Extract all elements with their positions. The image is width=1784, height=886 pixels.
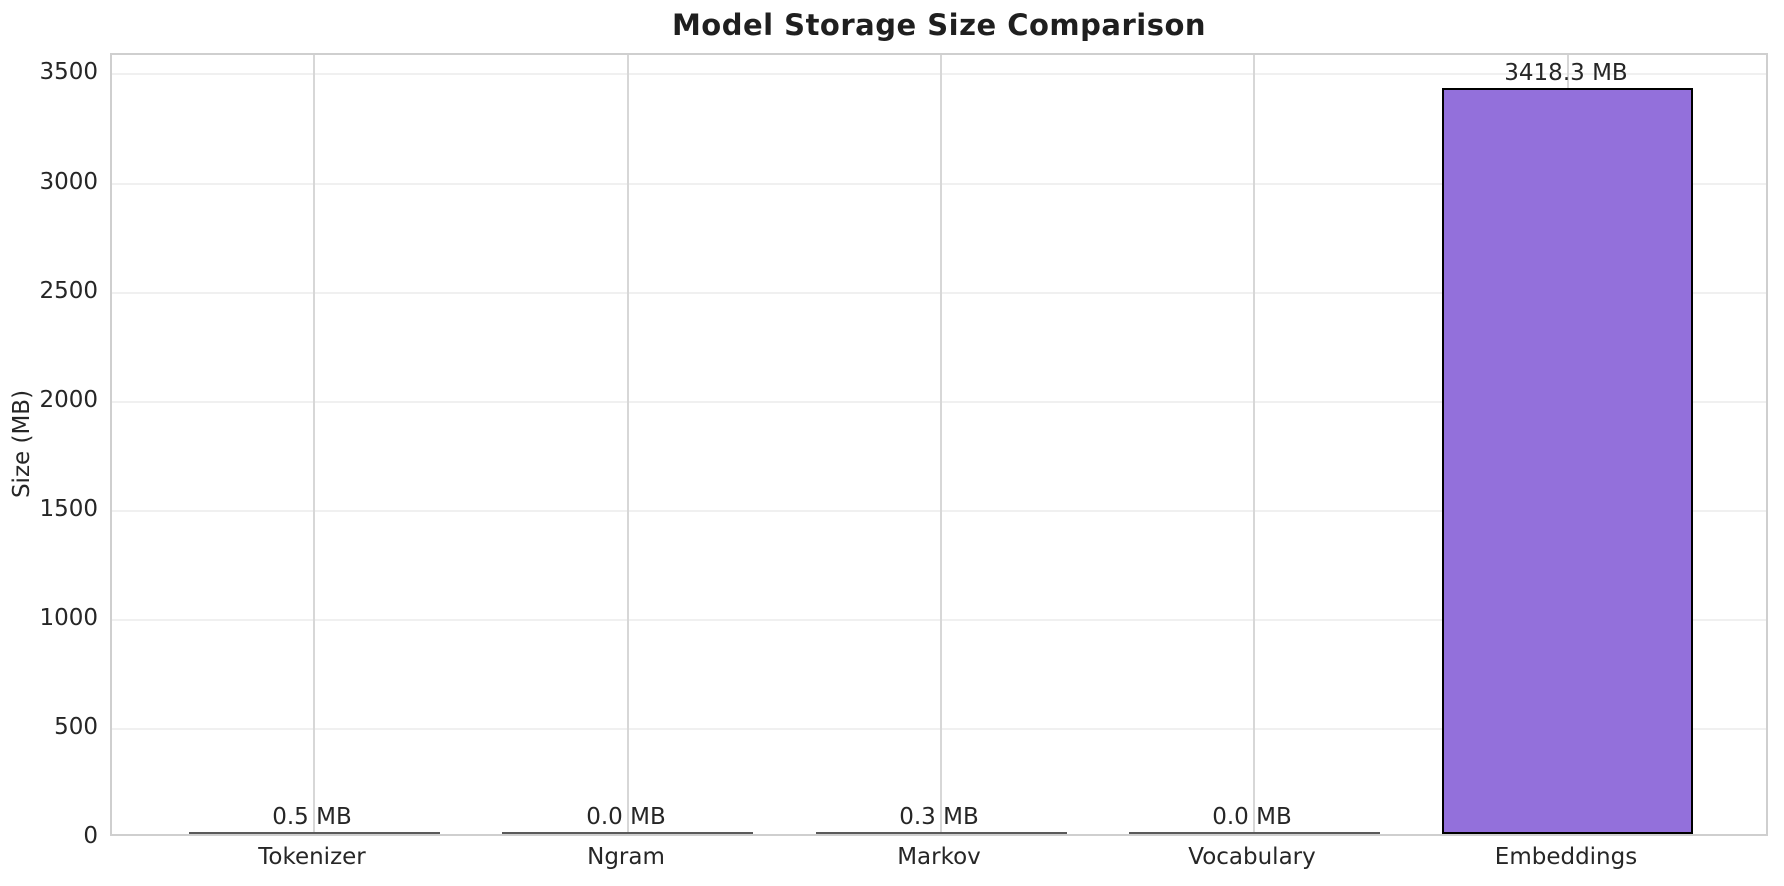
bar-embeddings	[1442, 88, 1693, 834]
gridline-y-2500	[112, 291, 1766, 294]
bar-value-label-embeddings: 3418.3 MB	[1504, 60, 1628, 86]
x-tick-label-tokenizer: Tokenizer	[258, 844, 366, 870]
bar-value-label-tokenizer: 0.5 MB	[272, 804, 352, 830]
y-tick-label-3000: 3000	[39, 168, 98, 195]
y-tick-label-500: 500	[54, 713, 98, 740]
gridline-y-500	[112, 727, 1766, 730]
gridline-y-1500	[112, 509, 1766, 512]
bar-ngram	[502, 832, 753, 834]
x-tick-label-embeddings: Embeddings	[1494, 844, 1638, 870]
bar-value-label-ngram: 0.0 MB	[586, 804, 666, 830]
bar-tokenizer	[189, 832, 440, 834]
x-tick-label-ngram: Ngram	[587, 844, 665, 870]
bar-vocabulary	[1129, 832, 1380, 834]
x-tick-label-vocabulary: Vocabulary	[1188, 844, 1316, 870]
gridline-y-2000	[112, 400, 1766, 403]
gridline-x-tokenizer	[313, 55, 316, 834]
y-tick-label-3500: 3500	[39, 59, 98, 86]
y-tick-label-2000: 2000	[39, 386, 98, 413]
gridline-x-markov	[940, 55, 942, 834]
y-tick-label-0: 0	[83, 823, 98, 849]
chart-title: Model Storage Size Comparison	[671, 8, 1207, 42]
plot-area	[110, 53, 1768, 836]
bar-markov	[816, 832, 1067, 834]
y-tick-label-1000: 1000	[39, 604, 98, 631]
y-axis-label: Size (MB)	[9, 389, 35, 499]
gridline-x-ngram	[626, 55, 629, 834]
y-tick-label-1500: 1500	[39, 495, 98, 522]
x-tick-label-markov: Markov	[897, 844, 981, 870]
y-tick-label-2500: 2500	[39, 277, 98, 304]
bar-value-label-vocabulary: 0.0 MB	[1212, 804, 1292, 830]
gridline-y-1000	[112, 618, 1766, 621]
gridline-y-3000	[112, 182, 1766, 185]
bar-value-label-markov: 0.3 MB	[899, 804, 979, 830]
gridline-y-3500	[112, 73, 1766, 76]
gridline-x-vocabulary	[1253, 55, 1256, 834]
